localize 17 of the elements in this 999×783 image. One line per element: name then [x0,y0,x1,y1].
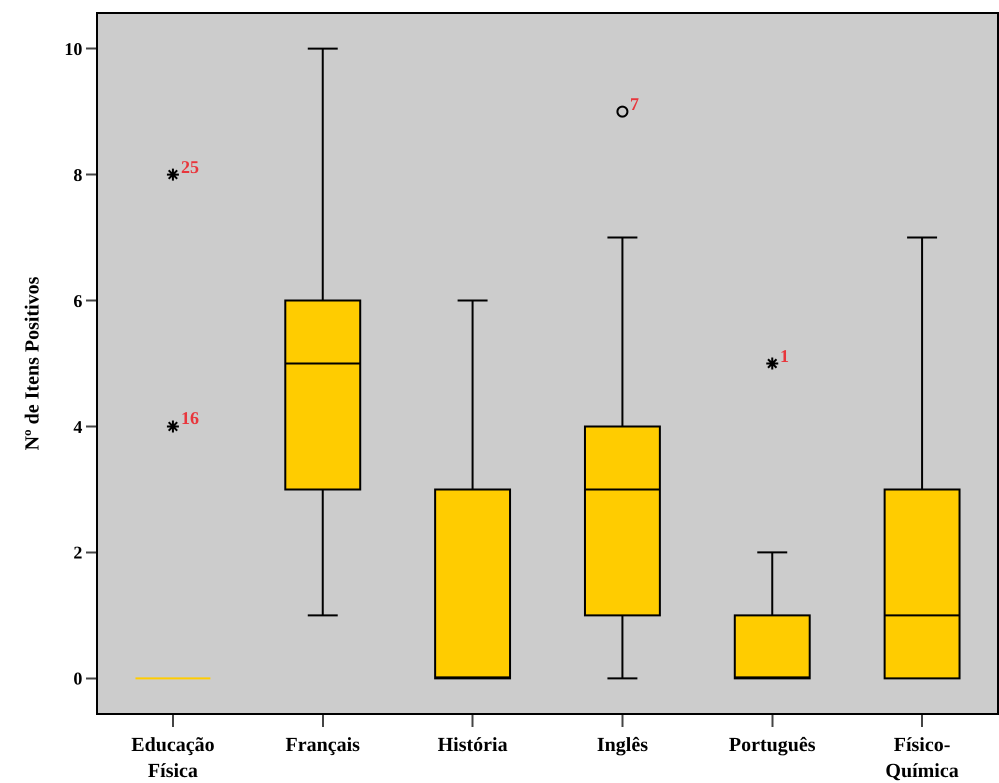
y-tick-label: 2 [73,542,82,563]
x-tick-label: Físico-Química [885,734,959,782]
y-tick-label: 8 [73,164,82,185]
x-tick-label: Inglês [596,734,648,756]
y-axis-title: Nº de Itens Positivos [21,276,44,450]
annotation: 16 [181,408,199,428]
y-tick-label: 0 [73,668,82,689]
y-tick-label: 6 [73,290,82,311]
y-tick-label: 10 [64,38,82,59]
annotation: 25 [181,157,199,177]
x-tick-label: Educação Física [131,734,215,782]
annotation: 1 [780,346,789,366]
x-tick-label: Français [286,734,360,756]
x-tick-label: História [438,734,508,756]
annotation: 7 [630,94,639,114]
y-tick-label: 4 [73,416,82,437]
x-tick-label: Português [728,734,816,756]
